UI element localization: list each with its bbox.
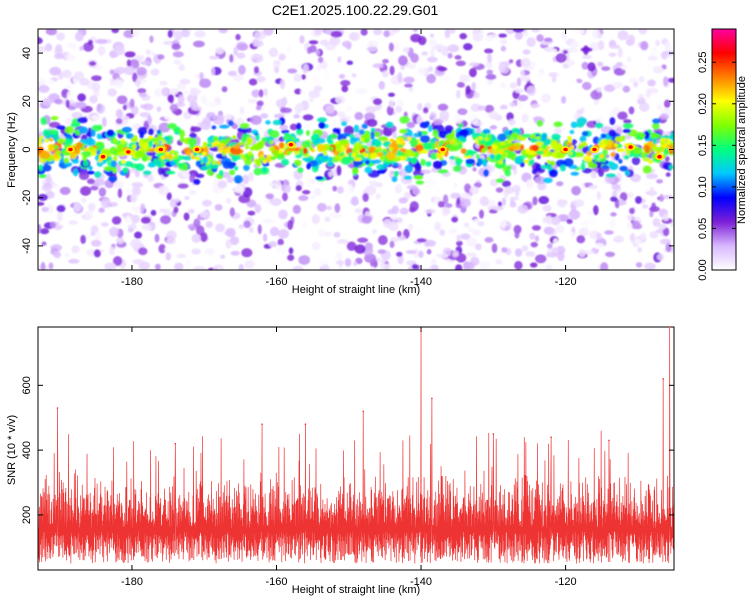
colorbar-tick-label: 0.25 [697, 52, 709, 73]
colorbar-ticks: 0.00 0.05 0.10 0.15 0.20 0.25 [697, 52, 736, 281]
y-tick-label: -20 [21, 190, 33, 206]
spectrogram-hotspot-core [628, 145, 633, 149]
spectrogram-hotspot-core [657, 154, 662, 159]
snr-peak [550, 436, 552, 438]
spectrogram-hotspot-core [194, 147, 200, 152]
x-tick-label: -160 [265, 276, 287, 288]
colorbar-tick-label: 0.15 [697, 135, 709, 156]
spectrogram-heatmap [38, 29, 674, 270]
x-tick-label: -140 [410, 276, 432, 288]
spectrogram-hotspot-core [440, 147, 445, 152]
spectrogram-panel: -180 -160 -140 -120 -40 -20 0 20 40 Height of s… [6, 28, 675, 296]
spectrogram-hotspot-core [100, 154, 106, 159]
spectrogram-hotspot-core [592, 147, 597, 152]
snr-peak [492, 433, 495, 435]
spectrogram-hotspot-core [288, 142, 294, 147]
spectrogram-hotspot-core [126, 150, 131, 154]
colorbar-tick-label: 0.00 [697, 259, 709, 280]
snr-peak [362, 410, 365, 413]
snr-peak [174, 442, 177, 445]
colorbar-label: Normalized spectral amplitude [736, 76, 748, 224]
snr-x-ticks: -180 -160 -140 -120 [56, 326, 671, 588]
x-tick-label: -140 [410, 576, 432, 588]
spectrogram-y-label: Frequency (Hz) [6, 112, 18, 188]
x-tick-label: -160 [265, 576, 287, 588]
y-tick-label: 600 [21, 376, 33, 394]
colorbar-tick-label: 0.05 [697, 218, 709, 239]
y-tick-label: 400 [21, 441, 33, 459]
y-tick-label: 20 [21, 95, 33, 107]
x-tick-label: -120 [555, 276, 577, 288]
colorbar: 0.00 0.05 0.10 0.15 0.20 0.25 Normalized spec… [697, 28, 748, 281]
y-tick-label: 0 [21, 146, 33, 152]
spectrogram-hotspot-core [68, 147, 73, 152]
snr-peak [431, 397, 433, 400]
spectrogram-x-ticks: -180 -160 -140 -120 [121, 29, 577, 288]
colorbar-tick-label: 0.10 [697, 176, 709, 197]
snr-x-label: Height of straight line (km) [292, 584, 420, 596]
colorbar-tick-label: 0.20 [697, 93, 709, 114]
spectrogram-x-label: Height of straight line (km) [292, 284, 420, 296]
figure-title: C2E1.2025.100.22.29.G01 [272, 2, 439, 18]
colorbar-frame [711, 28, 737, 271]
snr-panel: -180 -160 -140 -120 200 400 600 Height of str… [6, 326, 675, 596]
snr-peak [662, 378, 664, 380]
snr-peak [304, 423, 307, 426]
y-tick-label: 200 [21, 506, 33, 524]
snr-y-ticks: 200 400 600 [21, 376, 674, 524]
x-tick-label: -180 [121, 576, 143, 588]
colorbar-ramp [712, 29, 736, 270]
y-tick-label: -40 [21, 238, 33, 254]
x-tick-label: -120 [555, 576, 577, 588]
snr-peak [420, 329, 422, 332]
y-tick-label: 40 [21, 47, 33, 59]
snr-y-label: SNR (10 * v/v) [6, 415, 18, 485]
spectrogram-hotspot-core [563, 147, 568, 152]
x-tick-label: -180 [121, 276, 143, 288]
snr-series-line [38, 327, 674, 564]
spectrogram-y-ticks: -40 -20 0 20 40 [21, 47, 674, 254]
snr-peak [261, 423, 263, 426]
snr-peak [608, 439, 610, 442]
spectrogram-hotspot-core [158, 147, 164, 152]
snr-peak [56, 407, 59, 409]
snr-peak [668, 326, 671, 328]
snr-frame [37, 326, 675, 571]
